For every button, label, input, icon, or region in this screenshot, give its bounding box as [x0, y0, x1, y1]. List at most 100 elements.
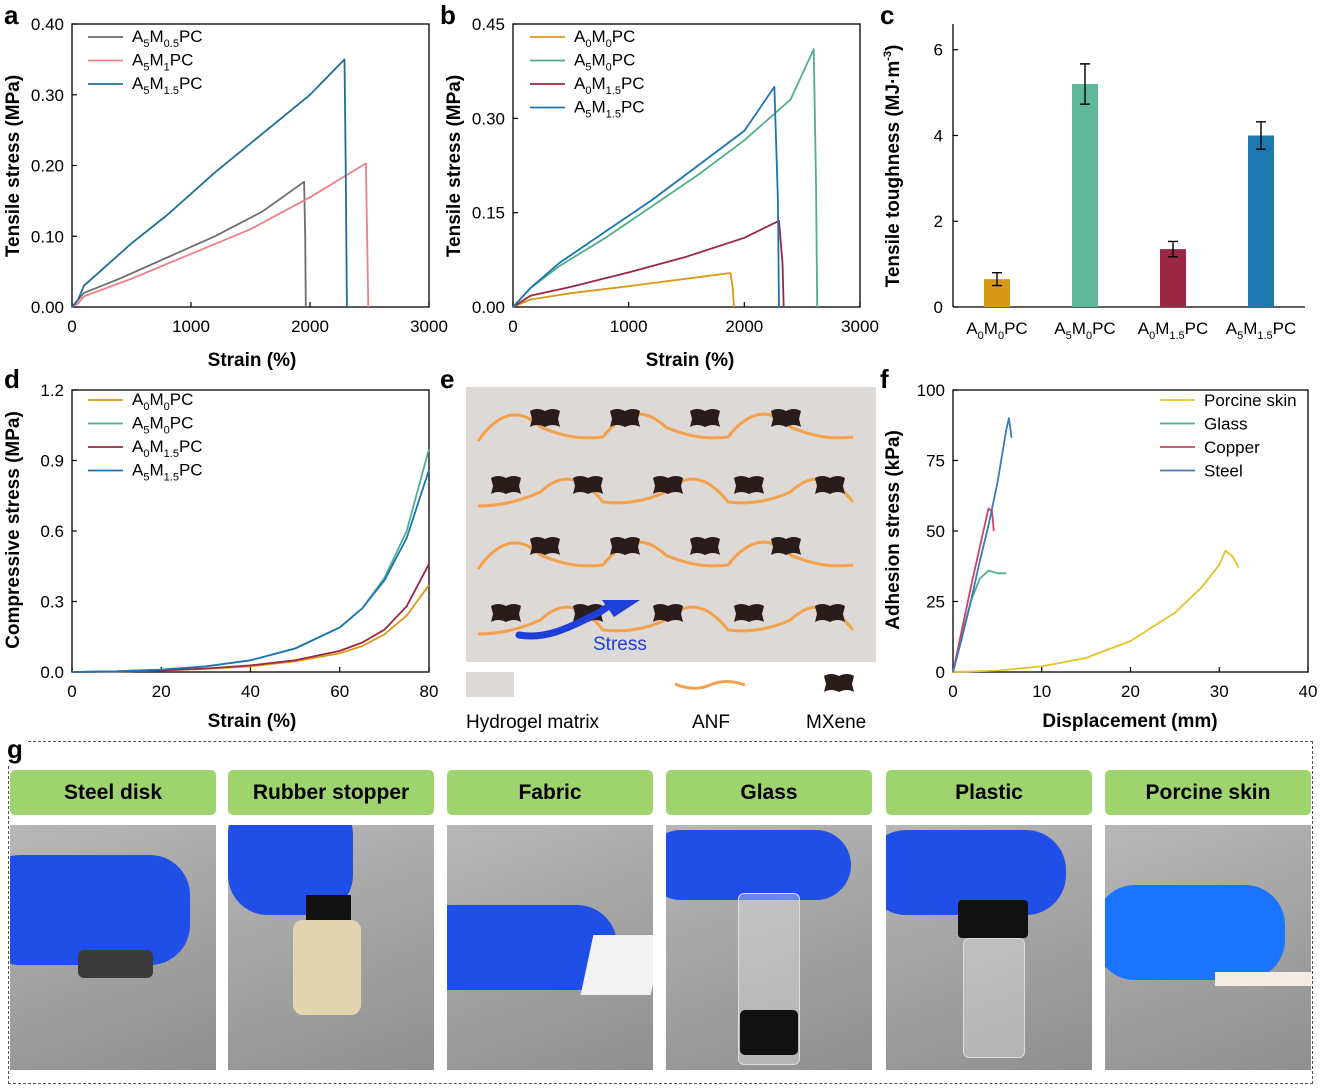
panel-a-xtick-label: 3000: [410, 317, 448, 336]
panel-c-xtick-label: A5M1.5PC: [1226, 319, 1297, 342]
photo-glass: [666, 825, 872, 1070]
panel-b-ytick-label: 0.45: [472, 15, 505, 34]
mxene-flake: [653, 476, 683, 494]
legend-mxene-label: MXene: [806, 712, 866, 733]
mxene-flake: [653, 604, 683, 622]
panel-a-ytick-label: 0.10: [31, 227, 64, 246]
panel-c-ytick-label: 2: [934, 212, 943, 231]
panel-a-legend-label: A5M0.5PC: [132, 27, 203, 50]
panel-d-xtick-label: 20: [152, 682, 171, 701]
photo-rubber-stopper: [228, 825, 434, 1070]
panel-c-ytick-label: 6: [934, 41, 943, 60]
mxene-flake: [491, 604, 521, 622]
panel-a-series-line: [71, 58, 348, 308]
panel-a-series-line: [71, 162, 370, 308]
mxene-flake: [491, 476, 521, 494]
legend-mxene-flake: [824, 674, 854, 692]
panel-g-frame: [8, 741, 1313, 1084]
panel-f-ytick-label: 50: [926, 522, 945, 541]
photo-card-porcine-skin: Porcine skin: [1105, 770, 1311, 1070]
card-label-fabric: Fabric: [447, 770, 653, 815]
panel-b-legend-label: A5M0PC: [574, 51, 635, 74]
photo-card-plastic: Plastic: [886, 770, 1092, 1070]
panel-c-bar: [1072, 84, 1098, 307]
panel-f-series-line: [952, 417, 1013, 673]
stress-arrowhead: [602, 600, 640, 617]
panel-letter-a: a: [4, 0, 19, 30]
panel-f-xtick-label: 20: [1121, 682, 1140, 701]
panel-f-ytick-label: 75: [926, 452, 945, 471]
panel-d-ytick-label: 0.0: [40, 663, 64, 682]
legend-hydrogel-label: Hydrogel matrix: [466, 712, 600, 733]
panel-letter-b: b: [440, 0, 456, 30]
panel-c-bar: [1160, 249, 1186, 307]
panel-f-xtick-label: 40: [1299, 682, 1318, 701]
panel-b-ytick-label: 0.15: [472, 204, 505, 223]
mxene-flake: [734, 604, 764, 622]
card-label-rubber-stopper: Rubber stopper: [228, 770, 434, 815]
mxene-flake: [771, 537, 801, 555]
panel-d-ytick-label: 0.9: [40, 452, 64, 471]
panel-d-ytick-label: 0.6: [40, 522, 64, 541]
panel-letter-c: c: [880, 0, 894, 30]
panel-c-errorbar: [1168, 240, 1178, 258]
card-label-porcine-skin: Porcine skin: [1105, 770, 1311, 815]
panel-f-ylabel: Adhesion stress (kPa): [883, 430, 904, 630]
panel-c-ylabel: Tensile toughness (MJ·m-3): [882, 45, 904, 288]
panel-d-ytick-label: 1.2: [40, 381, 64, 400]
panel-a-ytick-label: 0.40: [31, 15, 64, 34]
panel-d-xtick-label: 60: [330, 682, 349, 701]
panel-d-legend-label: A0M1.5PC: [132, 437, 203, 460]
photo-porcine-skin: [1105, 825, 1311, 1070]
panel-b-series-line: [512, 272, 735, 308]
stress-arrow: [515, 604, 610, 640]
panel-a-frame: [71, 23, 430, 308]
panel-letter-d: d: [4, 364, 20, 394]
panel-d-legend-label: A5M1.5PC: [132, 461, 203, 484]
mxene-flake: [690, 409, 720, 427]
photo-fabric: [447, 825, 653, 1070]
panel-a-ytick-label: 0.30: [31, 86, 64, 105]
legend-anf-swatch: [674, 680, 746, 690]
anf-fiber: [476, 412, 854, 442]
panel-letter-e: e: [440, 364, 454, 394]
panel-a-ytick-label: 0.00: [31, 298, 64, 317]
panel-b-xtick-label: 3000: [841, 317, 879, 336]
panel-b-xtick-label: 2000: [725, 317, 763, 336]
panel-d-ytick-label: 0.3: [40, 593, 64, 612]
panel-b-xtick-label: 0: [508, 317, 517, 336]
panel-c-xtick-label: A0M0PC: [966, 319, 1027, 342]
panel-d-xtick-label: 40: [241, 682, 260, 701]
panel-d-series-line: [71, 584, 430, 673]
panel-a-series-line: [71, 180, 307, 308]
panel-d-ylabel: Compressive stress (MPa): [3, 411, 24, 649]
mxene-flake: [530, 409, 560, 427]
photo-card-glass: Glass: [666, 770, 872, 1070]
panel-b-series-line: [512, 48, 819, 308]
panel-a-legend-label: A5M1.5PC: [132, 74, 203, 97]
panel-a-ytick-label: 0.20: [31, 157, 64, 176]
legend-anf-label: ANF: [692, 712, 730, 733]
legend-mxene-swatch: [824, 674, 854, 692]
photo-card-steel-disk: Steel disk: [10, 770, 216, 1070]
panel-b-ytick-label: 0.30: [472, 109, 505, 128]
photo-card-rubber-stopper: Rubber stopper: [228, 770, 434, 1070]
stress-label: Stress: [593, 634, 647, 655]
panel-f-ytick-label: 25: [926, 593, 945, 612]
mxene-flake: [530, 537, 560, 555]
mxene-flake: [815, 476, 845, 494]
panel-letter-f: f: [880, 364, 889, 394]
panel-d-xtick-label: 80: [420, 682, 439, 701]
anf-fiber: [476, 540, 854, 570]
panel-c-xtick-label: A5M0PC: [1054, 319, 1115, 342]
panel-b-xlabel: Strain (%): [646, 350, 735, 371]
panel-c-xtick-label: A0M1.5PC: [1138, 319, 1209, 342]
panel-f-legend-label: Copper: [1204, 438, 1260, 457]
panel-b-series-line: [512, 86, 780, 308]
panel-f-legend-label: Porcine skin: [1204, 391, 1297, 410]
panel-d-legend-label: A0M0PC: [132, 390, 193, 413]
card-label-glass: Glass: [666, 770, 872, 815]
photo-card-fabric: Fabric: [447, 770, 653, 1070]
panel-c-errorbar: [1080, 63, 1090, 105]
panel-f-ytick-label: 0: [936, 663, 945, 682]
